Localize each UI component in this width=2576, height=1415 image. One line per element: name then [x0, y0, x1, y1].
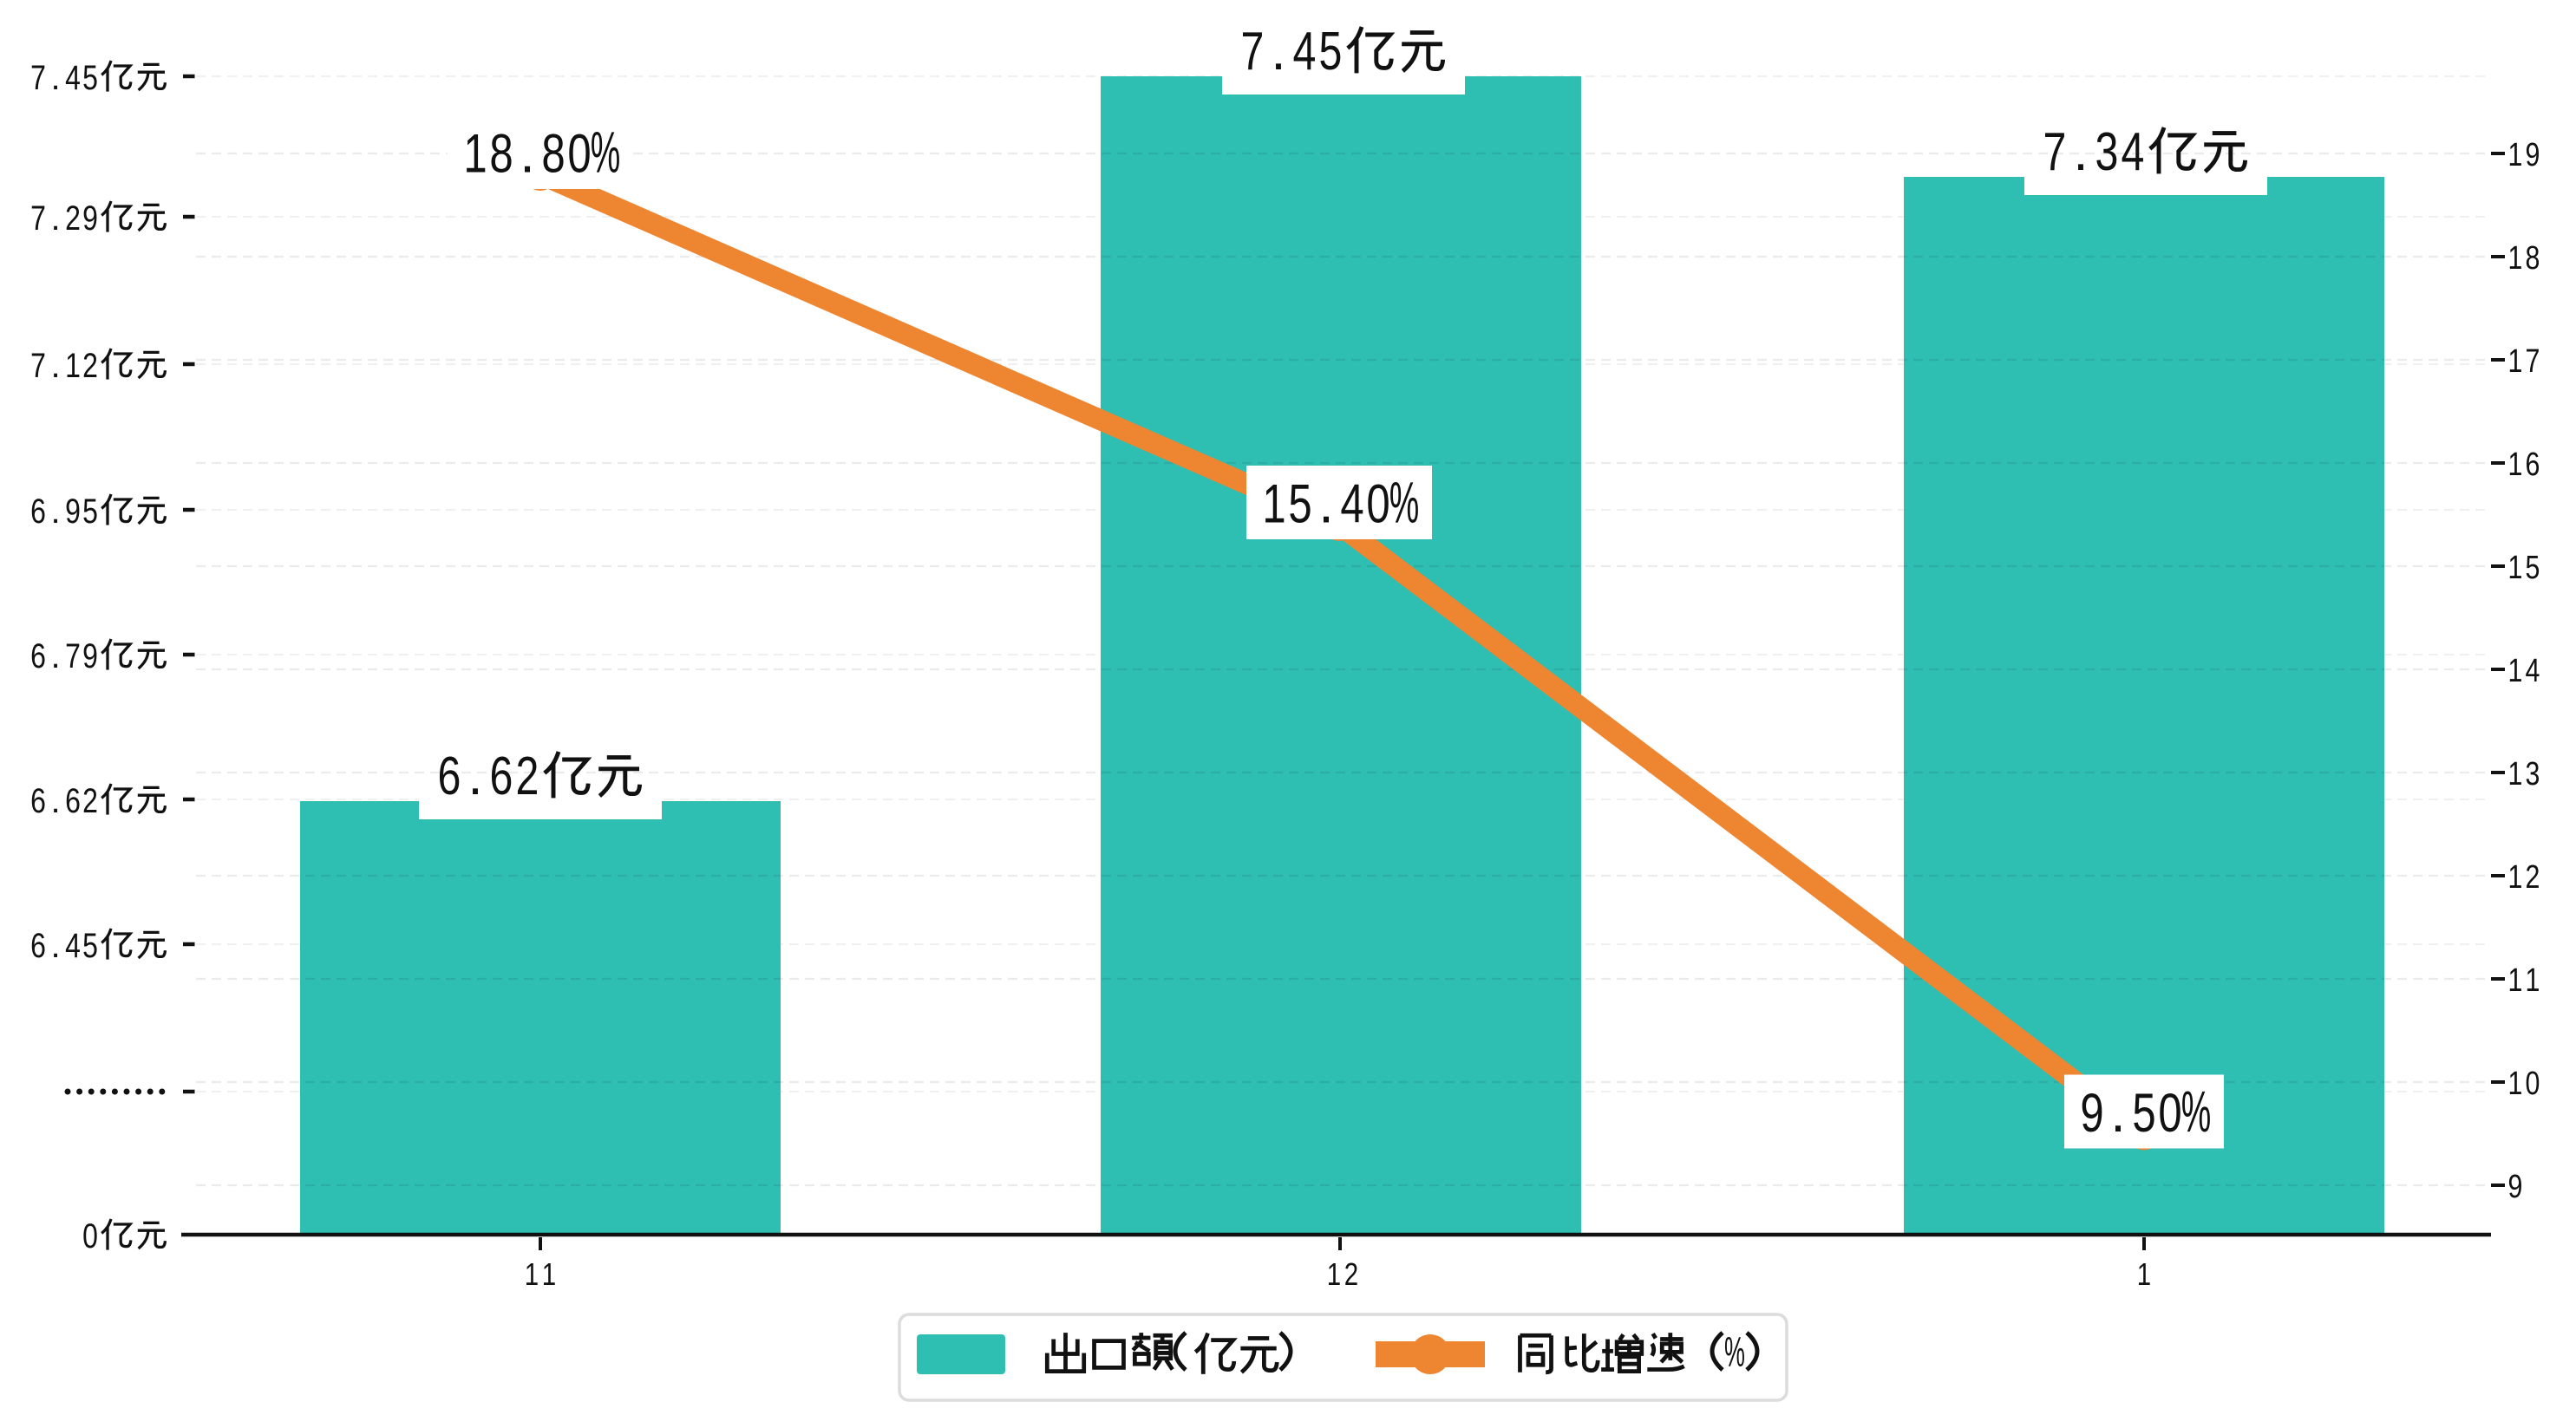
svg-text:4: 4: [2526, 653, 2540, 689]
svg-text:%: %: [2181, 1079, 2212, 1144]
svg-text:.: .: [1318, 474, 1334, 535]
svg-text:1: 1: [65, 346, 81, 385]
svg-text:.: .: [50, 347, 60, 385]
svg-text:9: 9: [2526, 137, 2540, 173]
svg-text:1: 1: [2508, 240, 2523, 277]
svg-text:0: 0: [1366, 473, 1389, 534]
svg-text:5: 5: [82, 926, 98, 965]
svg-text:5: 5: [82, 492, 98, 531]
svg-text:5: 5: [2526, 550, 2540, 586]
svg-text:1: 1: [2508, 550, 2523, 586]
svg-text:0: 0: [82, 1216, 98, 1255]
svg-text:6: 6: [30, 636, 46, 675]
svg-text:2: 2: [1344, 1256, 1358, 1291]
svg-text:2: 2: [82, 346, 98, 385]
svg-text:6: 6: [30, 781, 46, 820]
svg-text:1: 1: [2508, 859, 2523, 896]
svg-text:5: 5: [1288, 473, 1311, 534]
svg-text:1: 1: [2508, 1066, 2523, 1102]
svg-text:7: 7: [30, 346, 46, 385]
svg-text:0: 0: [2158, 1082, 2181, 1143]
svg-text:2: 2: [516, 746, 539, 805]
svg-text:.: .: [50, 492, 60, 531]
svg-text:3: 3: [2526, 756, 2540, 792]
svg-text:4: 4: [1293, 21, 1317, 81]
svg-text:1: 1: [1262, 473, 1285, 534]
svg-text:.: .: [467, 747, 482, 806]
svg-text:1: 1: [2508, 137, 2523, 173]
svg-text:.: .: [50, 782, 60, 820]
svg-text:6: 6: [2526, 447, 2540, 483]
svg-text:%: %: [591, 119, 621, 185]
svg-text:2: 2: [82, 781, 98, 820]
svg-text:7: 7: [30, 199, 46, 238]
svg-text:2: 2: [2526, 859, 2540, 896]
svg-text:.: .: [50, 927, 60, 965]
svg-text:4: 4: [65, 926, 81, 965]
svg-text:7: 7: [2043, 121, 2067, 181]
svg-text:3: 3: [2095, 121, 2119, 181]
svg-text:.: .: [50, 637, 60, 675]
svg-text:1: 1: [2526, 962, 2540, 999]
svg-text:0: 0: [2526, 1066, 2540, 1102]
svg-text:4: 4: [1340, 473, 1363, 534]
svg-text:9: 9: [2080, 1082, 2103, 1143]
svg-text:1: 1: [2508, 343, 2523, 380]
svg-text:1: 1: [2508, 653, 2523, 689]
svg-text:.: .: [50, 59, 60, 97]
svg-text:8: 8: [541, 123, 565, 184]
svg-text:7: 7: [2526, 343, 2540, 380]
svg-text:6: 6: [438, 746, 461, 805]
svg-text:7: 7: [30, 58, 46, 97]
svg-text:1: 1: [525, 1256, 539, 1291]
svg-text:2: 2: [65, 199, 81, 238]
svg-text:%: %: [1724, 1329, 1745, 1375]
svg-text:1: 1: [2508, 962, 2523, 999]
svg-text:5: 5: [82, 58, 98, 97]
svg-text:1: 1: [2137, 1256, 2151, 1291]
svg-text:6: 6: [30, 926, 46, 965]
svg-text:5: 5: [2132, 1082, 2155, 1143]
svg-text:4: 4: [65, 58, 81, 97]
svg-text:5: 5: [1319, 21, 1343, 81]
svg-text:.: .: [2110, 1083, 2126, 1144]
svg-text:9: 9: [2508, 1169, 2523, 1205]
svg-text:6: 6: [490, 746, 513, 805]
svg-text:.: .: [2073, 122, 2088, 182]
svg-text:9: 9: [82, 636, 98, 675]
svg-text:.: .: [520, 124, 535, 185]
svg-text:9: 9: [82, 199, 98, 238]
svg-text:1: 1: [463, 123, 487, 184]
svg-text:7: 7: [1241, 21, 1265, 81]
svg-text:1: 1: [542, 1256, 556, 1291]
svg-text:1: 1: [2508, 447, 2523, 483]
svg-text:8: 8: [2526, 240, 2540, 277]
svg-text:7: 7: [65, 636, 81, 675]
svg-text:4: 4: [2122, 121, 2145, 181]
svg-text:6: 6: [30, 492, 46, 531]
svg-text:1: 1: [1327, 1256, 1341, 1291]
svg-text:0: 0: [567, 123, 591, 184]
svg-text:1: 1: [2508, 756, 2523, 792]
svg-text:9: 9: [65, 492, 81, 531]
svg-text:%: %: [1389, 469, 1420, 535]
svg-text:.: .: [50, 199, 60, 238]
svg-text:8: 8: [489, 123, 513, 184]
svg-text:.: .: [1271, 22, 1285, 82]
svg-text:6: 6: [65, 781, 81, 820]
